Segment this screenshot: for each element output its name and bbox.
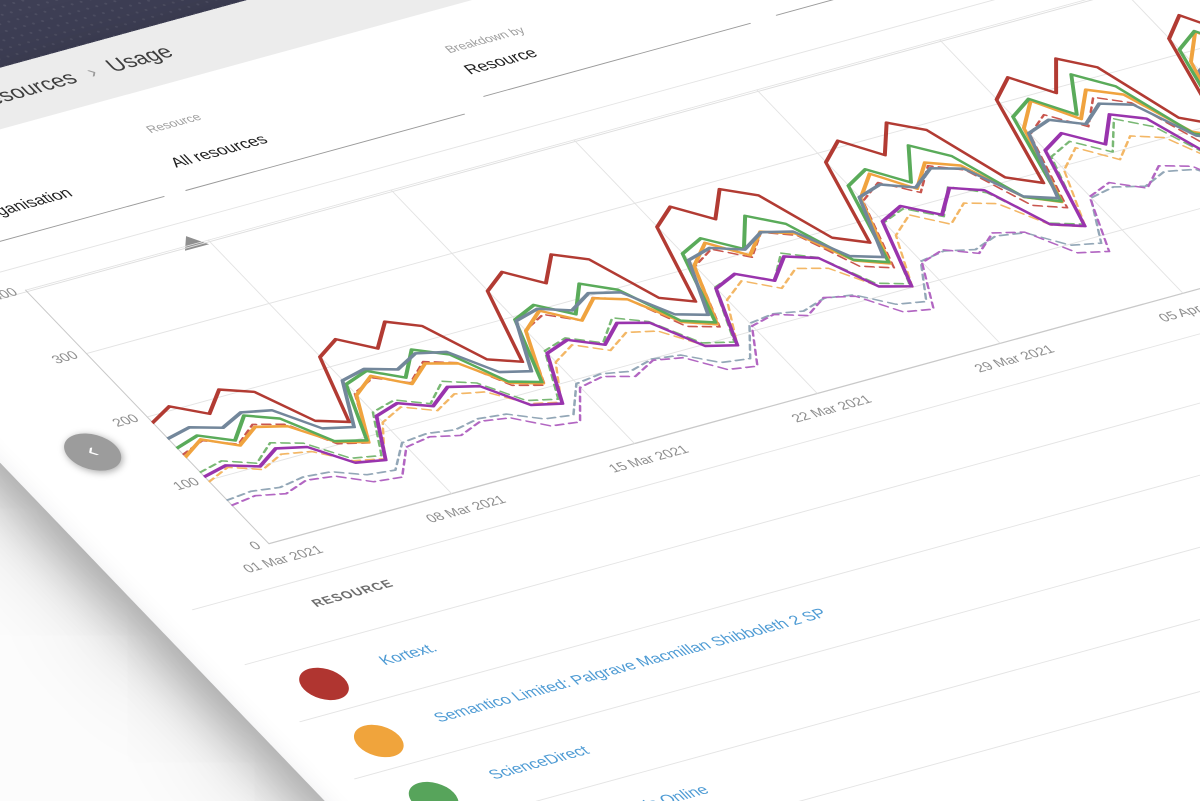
resource-link-kortext[interactable]: Kortext. — [375, 640, 442, 669]
chart-series-line — [174, 3, 1200, 450]
chevron-left-icon: ‹ — [77, 439, 106, 463]
breakdown-select-value[interactable]: Resource — [460, 45, 542, 78]
usage-line-chart — [24, 0, 1200, 545]
resource-link-sciencedirect[interactable]: ScienceDirect — [484, 743, 594, 783]
breadcrumb-item-resources[interactable]: Resources — [0, 68, 83, 114]
resource-select-value[interactable]: All resources — [166, 132, 273, 171]
series-dot-red — [289, 663, 359, 705]
series-dot-orange — [344, 720, 414, 762]
chart-series-line — [230, 96, 1200, 507]
resource-link-semantico[interactable]: Semantico Limited: Palgrave Macmillan Sh… — [430, 606, 832, 726]
chart-series-line — [165, 38, 1200, 441]
table-header-resource: RESOURCE — [308, 577, 397, 610]
chart-series-line — [202, 40, 1200, 479]
breadcrumb-item-usage: Usage — [100, 41, 179, 77]
chart-series-line — [198, 51, 1200, 474]
breadcrumb-separator-icon: › — [80, 63, 104, 82]
y-tick-400: 400 — [0, 285, 21, 303]
y-tick-100: 100 — [169, 474, 203, 493]
extra-select-underline — [775, 0, 1068, 16]
resource-select-label: Resource — [142, 110, 205, 136]
chart-series-line — [150, 0, 1200, 425]
series-dot-green — [398, 777, 469, 801]
chart-series-line — [225, 105, 1200, 502]
chart-series-line — [183, 19, 1200, 459]
chart-series-line — [181, 31, 1200, 456]
y-tick-300: 300 — [47, 348, 82, 367]
chart-series-line — [207, 67, 1200, 483]
